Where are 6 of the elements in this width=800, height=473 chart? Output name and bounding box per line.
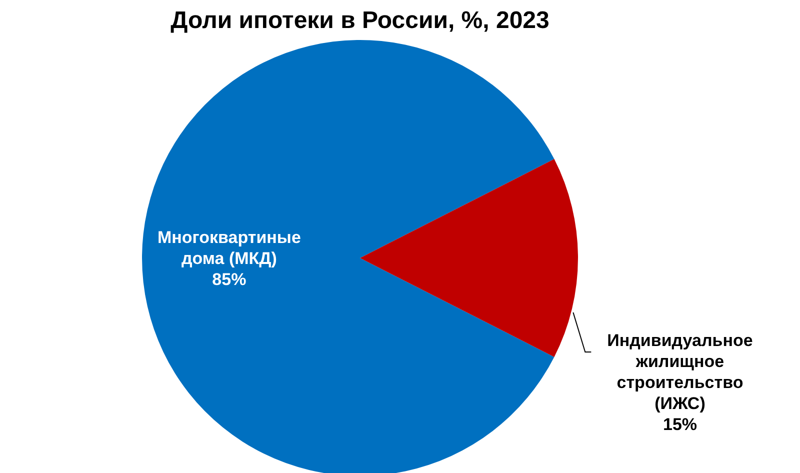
chart-title: Доли ипотеки в России, %, 2023 <box>170 7 550 34</box>
pie-slice <box>360 159 578 357</box>
data-label: 85% <box>212 270 246 289</box>
slice-label: Многоквартиные дома (МКД) <box>157 228 301 268</box>
data-label: 15% <box>662 415 698 434</box>
slice-label: Индивидуальное жилищное строительство (ИЖС) <box>607 331 753 413</box>
